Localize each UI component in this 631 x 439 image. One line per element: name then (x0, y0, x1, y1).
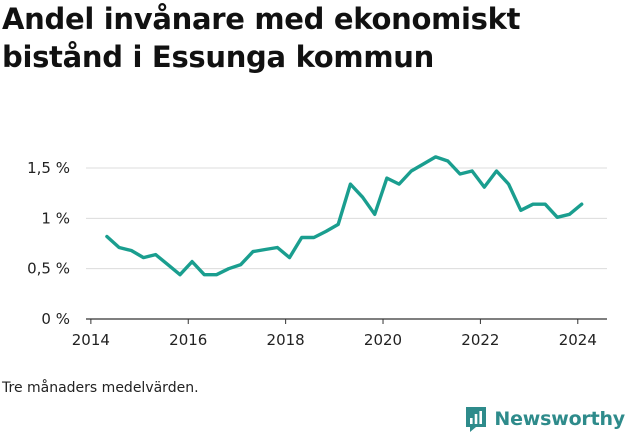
data-point (130, 249, 133, 252)
data-point (288, 256, 291, 259)
data-point (300, 236, 303, 239)
data-point (361, 196, 364, 199)
data-point (337, 223, 340, 226)
data-point (178, 273, 181, 276)
data-point (312, 236, 315, 239)
y-tick-label: 1 % (41, 209, 70, 227)
y-axis: 0 % 0,5 % 1 % 1,5 % (27, 159, 70, 328)
chart-bubble-icon (466, 407, 487, 432)
series-layer (105, 155, 584, 277)
data-point (142, 256, 145, 259)
data-point (495, 169, 498, 172)
data-point (470, 169, 473, 172)
gridlines (86, 167, 607, 320)
data-point (324, 230, 327, 233)
data-point (239, 263, 242, 266)
brand-name: Newsworthy (494, 408, 625, 430)
data-point (373, 213, 376, 216)
data-point (264, 248, 267, 251)
data-point (385, 176, 388, 179)
data-point (276, 246, 279, 249)
data-point (446, 159, 449, 162)
x-tick-label: 2014 (72, 331, 110, 349)
series-line (105, 155, 584, 277)
data-point (397, 182, 400, 185)
data-point (458, 172, 461, 175)
data-point (203, 273, 206, 276)
x-tick-label: 2016 (169, 331, 207, 349)
data-point (483, 185, 486, 188)
y-tick-label: 0,5 % (27, 260, 70, 278)
data-point (215, 273, 218, 276)
data-point (531, 203, 534, 206)
data-point (519, 209, 522, 212)
y-tick-label: 1,5 % (27, 159, 70, 177)
data-point (349, 182, 352, 185)
newsworthy-brand[interactable]: Newsworthy (464, 403, 625, 435)
data-point (190, 260, 193, 263)
data-point (410, 169, 413, 172)
data-point (434, 155, 437, 158)
data-point (580, 203, 583, 206)
data-point (227, 267, 230, 270)
x-tick-label: 2022 (461, 331, 499, 349)
x-axis: 2014 2016 2018 2020 2022 2024 (72, 319, 597, 349)
data-point (422, 162, 425, 165)
data-point (105, 235, 108, 238)
chart-title: Andel invånare med ekonomiskt bistånd i … (2, 2, 521, 74)
x-tick-label: 2018 (267, 331, 305, 349)
data-point (154, 253, 157, 256)
data-point (544, 203, 547, 206)
y-tick-label: 0 % (41, 310, 70, 328)
data-point (117, 246, 120, 249)
data-point (556, 216, 559, 219)
data-point (568, 213, 571, 216)
data-point (507, 182, 510, 185)
x-tick-label: 2020 (364, 331, 402, 349)
data-point (166, 263, 169, 266)
data-point (251, 250, 254, 253)
chart-caption: Tre månaders medelvärden. (2, 380, 199, 396)
x-tick-label: 2024 (559, 331, 597, 349)
